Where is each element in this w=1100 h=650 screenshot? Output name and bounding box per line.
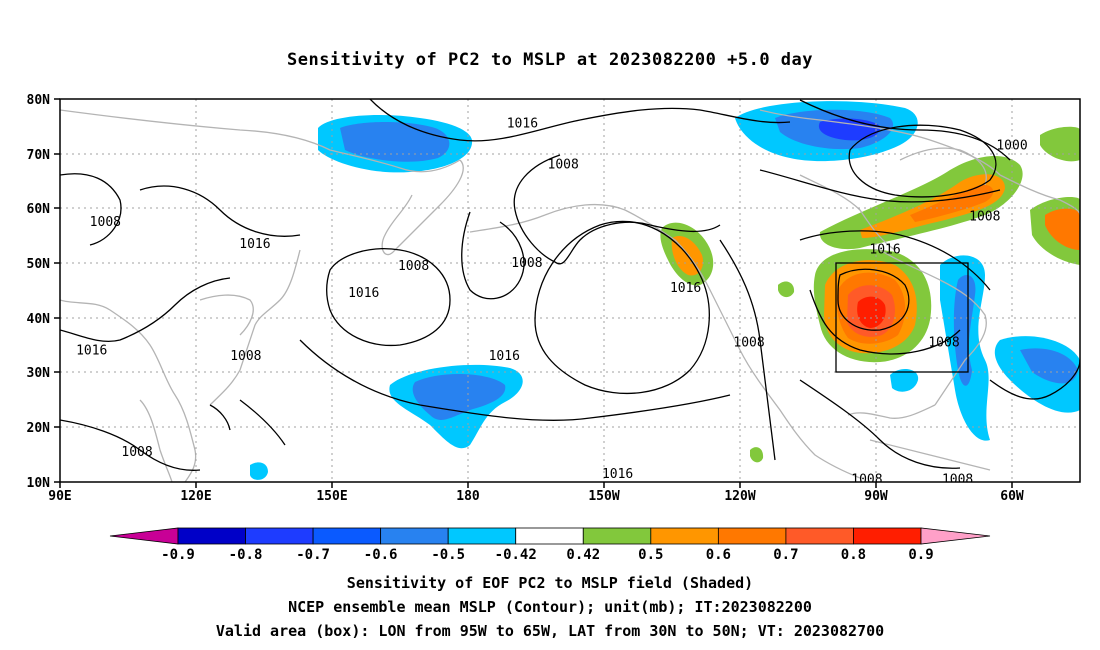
contour-label: 1016 bbox=[239, 237, 270, 252]
contour-label: 1000 bbox=[996, 139, 1027, 154]
contour-label: 1008 bbox=[90, 215, 121, 230]
lon-label: 120W bbox=[724, 489, 755, 504]
valid-area-box bbox=[835, 262, 969, 373]
caption-line-3: Valid area (box): LON from 95W to 65W, L… bbox=[215, 622, 885, 640]
lon-label: 180 bbox=[456, 489, 480, 504]
shade-positive-labrador-deep bbox=[910, 184, 994, 222]
lat-label: 80N bbox=[27, 93, 51, 108]
caption-line-1: Sensitivity of EOF PC2 to MSLP field (Sh… bbox=[346, 574, 754, 592]
plot-frame bbox=[59, 98, 1081, 483]
contour-label: 1016 bbox=[869, 242, 900, 257]
shade-negative-small2 bbox=[250, 462, 268, 480]
colorbar-label: -0.6 bbox=[364, 547, 398, 563]
colorbar-segment bbox=[447, 527, 517, 545]
lat-label: 30N bbox=[27, 366, 51, 381]
shade-positive-ne bbox=[1040, 126, 1080, 162]
shaded-regions bbox=[250, 101, 1080, 480]
shade-positive-small1 bbox=[778, 281, 795, 298]
contour-label: 1008 bbox=[230, 349, 261, 364]
grid-lines bbox=[60, 99, 1080, 482]
shade-negative-atlantic-core bbox=[953, 275, 976, 386]
contour-labels: 1016 1008 1000 1008 1016 1008 1008 1016 1016 1008… bbox=[76, 117, 1028, 487]
shade-positive-central-max bbox=[857, 296, 886, 328]
colorbar-segment bbox=[650, 527, 719, 545]
colorbar-segment bbox=[312, 527, 382, 545]
contour-label: 1016 bbox=[348, 286, 379, 301]
contour-label: 1016 bbox=[489, 349, 520, 364]
lat-label: 40N bbox=[27, 312, 51, 327]
mslp-contours bbox=[60, 99, 1080, 471]
colorbar-segment bbox=[245, 527, 314, 545]
colorbar-segment bbox=[717, 527, 787, 545]
lon-label: 120E bbox=[180, 489, 211, 504]
contour-label: 1016 bbox=[602, 467, 633, 482]
shade-negative-pacific-core bbox=[412, 374, 506, 420]
lat-label: 10N bbox=[27, 476, 51, 491]
lat-label: 20N bbox=[27, 421, 51, 436]
contour-label: 1008 bbox=[733, 335, 764, 350]
colorbar-label: 0.42 bbox=[566, 547, 600, 563]
colorbar: -0.9 -0.8 -0.7 -0.6 -0.5 -0.42 0.42 0.5 0.6 0.7 0.… bbox=[109, 527, 991, 563]
tick-marks bbox=[54, 98, 1013, 488]
colorbar-label: -0.42 bbox=[495, 547, 537, 563]
contour-label: 1008 bbox=[942, 472, 973, 487]
colorbar-label: -0.7 bbox=[296, 547, 330, 563]
lon-label: 150E bbox=[316, 489, 347, 504]
lon-label: 60W bbox=[1000, 489, 1024, 504]
colorbar-label: 0.5 bbox=[638, 547, 663, 563]
colorbar-low-triangle bbox=[109, 527, 179, 545]
colorbar-label: -0.8 bbox=[229, 547, 263, 563]
colorbar-label: 0.8 bbox=[841, 547, 866, 563]
lat-label: 70N bbox=[27, 148, 51, 163]
contour-label: 1008 bbox=[548, 158, 579, 173]
lat-label: 50N bbox=[27, 257, 51, 272]
map-title: Sensitivity of PC2 to MSLP at 2023082200… bbox=[286, 50, 813, 70]
lon-label: 90E bbox=[48, 489, 71, 504]
coastlines bbox=[60, 109, 1080, 482]
colorbar-segment bbox=[380, 527, 449, 545]
contour-label: 1008 bbox=[928, 335, 959, 350]
colorbar-high-triangle bbox=[920, 527, 991, 545]
contour-label: 1016 bbox=[670, 281, 701, 296]
colorbar-label: 0.9 bbox=[908, 547, 933, 563]
colorbar-segment bbox=[582, 527, 652, 545]
colorbar-label: -0.9 bbox=[161, 547, 195, 563]
shade-positive-east-core bbox=[1045, 208, 1080, 250]
colorbar-segment bbox=[785, 527, 854, 545]
colorbar-segment bbox=[853, 527, 922, 545]
shade-positive-small2 bbox=[750, 447, 764, 463]
contour-label: 1016 bbox=[76, 344, 107, 359]
lon-label: 150W bbox=[588, 489, 619, 504]
contour-label: 1016 bbox=[507, 117, 538, 132]
lon-label: 90W bbox=[864, 489, 888, 504]
colorbar-label: -0.5 bbox=[431, 547, 465, 563]
contour-label: 1008 bbox=[511, 256, 542, 271]
colorbar-label: 0.6 bbox=[706, 547, 731, 563]
contour-label: 1008 bbox=[851, 472, 882, 487]
shade-negative-small bbox=[890, 368, 919, 392]
colorbar-segment bbox=[515, 527, 584, 545]
colorbar-segment bbox=[177, 527, 246, 545]
lat-label: 60N bbox=[27, 202, 51, 217]
shade-negative-subtropic-core bbox=[1020, 348, 1078, 384]
contour-label: 1008 bbox=[969, 210, 1000, 225]
caption-line-2: NCEP ensemble mean MSLP (Contour); unit(… bbox=[288, 598, 812, 616]
colorbar-label: 0.7 bbox=[773, 547, 798, 563]
contour-label: 1008 bbox=[398, 259, 429, 274]
contour-label: 1008 bbox=[121, 445, 152, 460]
